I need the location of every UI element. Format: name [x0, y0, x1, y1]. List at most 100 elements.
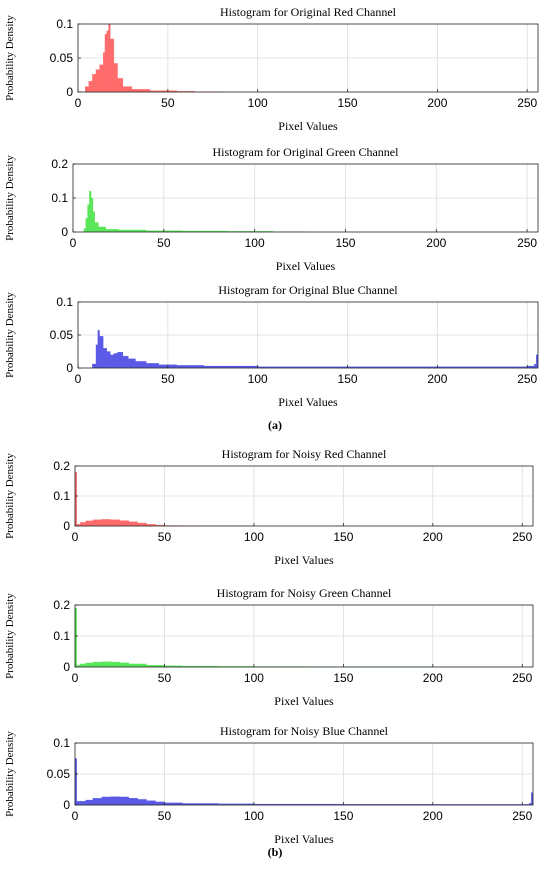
histogram-bar — [88, 80, 93, 93]
y-axis-label: Probability Density — [4, 453, 16, 539]
histogram-bar — [119, 662, 129, 668]
chart-panel-2: 0 50 100 150 200 250 0 0.1 0.2 Histogram for Orig… — [4, 145, 539, 273]
x-tick-label: 100 — [244, 530, 264, 544]
y-tick-label: 0.05 — [50, 51, 74, 65]
y-tick-label: 0 — [61, 225, 68, 239]
histogram-bar — [103, 348, 107, 369]
histogram-bar — [128, 521, 138, 527]
histogram-bar — [76, 801, 81, 806]
histogram-bar — [108, 23, 111, 93]
histogram-bar — [85, 662, 94, 668]
y-tick-label: 0.2 — [51, 157, 68, 171]
x-tick-label: 200 — [426, 236, 446, 250]
histogram-bar — [106, 351, 111, 369]
x-tick-label: 150 — [338, 96, 358, 110]
histogram-bar — [110, 661, 120, 668]
y-tick-label: 0 — [66, 361, 73, 375]
x-tick-label: 150 — [333, 530, 353, 544]
histogram-bar — [87, 204, 90, 233]
histogram-bar — [85, 218, 88, 233]
x-tick-label: 100 — [248, 372, 268, 386]
histogram-bar — [85, 799, 94, 806]
x-tick-label: 50 — [161, 372, 175, 386]
x-tick-label: 150 — [333, 671, 353, 685]
histogram-bar — [98, 226, 106, 233]
y-tick-label: 0.1 — [53, 736, 70, 750]
x-tick-label: 100 — [244, 671, 264, 685]
histogram-bar — [85, 86, 89, 93]
histogram-bar — [92, 363, 97, 369]
histogram-bar — [105, 229, 119, 233]
x-tick-label: 0 — [75, 372, 82, 386]
histogram-bar — [137, 799, 147, 806]
x-axis-label: Pixel Values — [274, 553, 334, 567]
histogram-bar — [99, 336, 104, 369]
x-tick-label: 0 — [75, 96, 82, 110]
histogram-bar — [146, 800, 156, 806]
histogram-bar — [92, 798, 102, 806]
histogram-bar — [80, 801, 86, 806]
histogram-bar — [101, 519, 111, 527]
histogram-bar — [534, 363, 537, 369]
histogram-bar — [117, 78, 124, 93]
y-tick-label: 0.1 — [53, 629, 70, 643]
histogram-bar — [128, 663, 147, 668]
y-axis-label: Probability Density — [4, 593, 16, 679]
x-tick-label: 250 — [512, 809, 532, 823]
y-tick-label: 0 — [63, 660, 70, 674]
y-axis-label: Probability Density — [4, 155, 16, 241]
histogram-bar — [91, 197, 94, 233]
y-axis-label: Probability Density — [4, 292, 16, 378]
x-tick-label: 200 — [423, 530, 443, 544]
caption-a: (a) — [268, 418, 282, 432]
histogram-bar — [101, 661, 111, 668]
y-tick-label: 0 — [66, 85, 73, 99]
x-tick-label: 200 — [427, 372, 447, 386]
histogram-bar — [95, 344, 98, 369]
chart-panel-5: 0 50 100 150 200 250 0 0.1 0.2 Histogram for Nois… — [4, 586, 534, 708]
histogram-bar — [128, 358, 136, 369]
histogram-bar — [92, 211, 95, 233]
chart-panel-6: 0 50 100 150 200 250 0 0.05 0.1 Histogram for Noi… — [4, 724, 534, 846]
x-tick-label: 50 — [158, 671, 172, 685]
histogram-bar — [117, 352, 124, 369]
x-axis-label: Pixel Values — [278, 119, 338, 133]
x-tick-label: 0 — [72, 809, 79, 823]
x-axis-label: Pixel Values — [276, 259, 336, 273]
x-tick-label: 200 — [427, 96, 447, 110]
histogram-bar — [101, 796, 111, 806]
histogram-bar — [99, 64, 104, 93]
x-tick-label: 0 — [72, 530, 79, 544]
x-tick-label: 50 — [158, 809, 172, 823]
histogram-bar — [104, 34, 107, 93]
histogram-bar — [113, 63, 118, 93]
x-tick-label: 0 — [70, 236, 77, 250]
y-tick-label: 0 — [63, 798, 70, 812]
x-tick-label: 200 — [423, 809, 443, 823]
x-tick-label: 150 — [338, 372, 358, 386]
chart-title: Histogram for Noisy Green Channel — [217, 586, 392, 600]
y-axis-label: Probability Density — [4, 731, 16, 817]
histogram-bar — [106, 30, 109, 93]
histogram-bar — [128, 798, 138, 806]
chart-panel-4: 0 50 100 150 200 250 0 0.1 0.2 Histogram for Nois… — [4, 447, 534, 567]
histogram-bar — [94, 222, 99, 233]
y-tick-label: 0 — [63, 519, 70, 533]
y-tick-label: 0.1 — [51, 191, 68, 205]
x-axis-label: Pixel Values — [274, 832, 334, 846]
histogram-bar — [83, 228, 86, 233]
histogram-bar — [119, 796, 129, 806]
histogram-bar — [110, 38, 115, 93]
histogram-bar — [97, 330, 100, 369]
histogram-bar — [131, 89, 151, 93]
y-tick-label: 0.1 — [56, 295, 73, 309]
histogram-bar — [119, 520, 129, 527]
histogram-bar — [122, 86, 133, 93]
x-tick-label: 250 — [512, 671, 532, 685]
y-tick-label: 0.1 — [56, 17, 73, 31]
x-tick-label: 150 — [335, 236, 355, 250]
histogram-bar — [135, 361, 147, 369]
x-tick-label: 250 — [517, 372, 537, 386]
x-tick-label: 100 — [245, 236, 265, 250]
chart-title: Histogram for Original Green Channel — [213, 145, 400, 159]
